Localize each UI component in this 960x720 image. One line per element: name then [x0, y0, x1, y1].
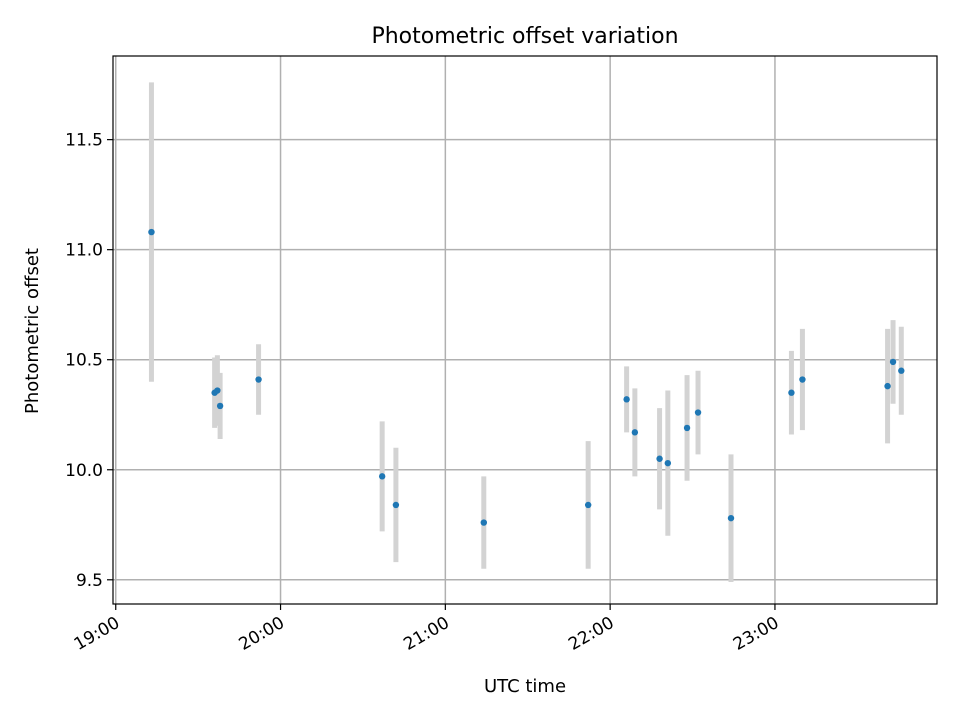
- data-point: [623, 396, 630, 403]
- data-point: [216, 402, 224, 410]
- data-point: [392, 501, 400, 509]
- data-point: [480, 519, 487, 526]
- data-point: [656, 455, 663, 462]
- data-point: [884, 382, 891, 390]
- data-point: [584, 501, 592, 509]
- x-axis-label: UTC time: [484, 676, 566, 697]
- y-tick-label: 11.5: [65, 131, 103, 151]
- data-point: [898, 367, 905, 374]
- y-tick-label: 11.0: [65, 241, 103, 261]
- data-point: [214, 387, 221, 394]
- data-point: [727, 514, 735, 522]
- data-point: [631, 429, 639, 436]
- data-point: [889, 358, 897, 366]
- data-point: [799, 376, 806, 383]
- data-point: [664, 459, 672, 467]
- data-point: [378, 473, 386, 480]
- y-axis-label: Photometric offset: [22, 248, 43, 414]
- chart-title: Photometric offset variation: [371, 24, 678, 49]
- data-point: [148, 228, 155, 236]
- plot-frame: [112, 55, 938, 605]
- data-point: [255, 376, 262, 383]
- y-tick-label: 9.5: [76, 571, 103, 591]
- data-point: [694, 409, 702, 416]
- grid: [113, 56, 937, 604]
- y-tick-label: 10.0: [65, 461, 103, 481]
- y-axis-ticks: 9.5 10.0 10.5 11.0 11.5: [65, 131, 113, 591]
- y-tick-label: 10.5: [65, 351, 103, 371]
- data-point: [788, 389, 795, 396]
- data-point: [683, 424, 691, 432]
- data-points: [148, 228, 905, 526]
